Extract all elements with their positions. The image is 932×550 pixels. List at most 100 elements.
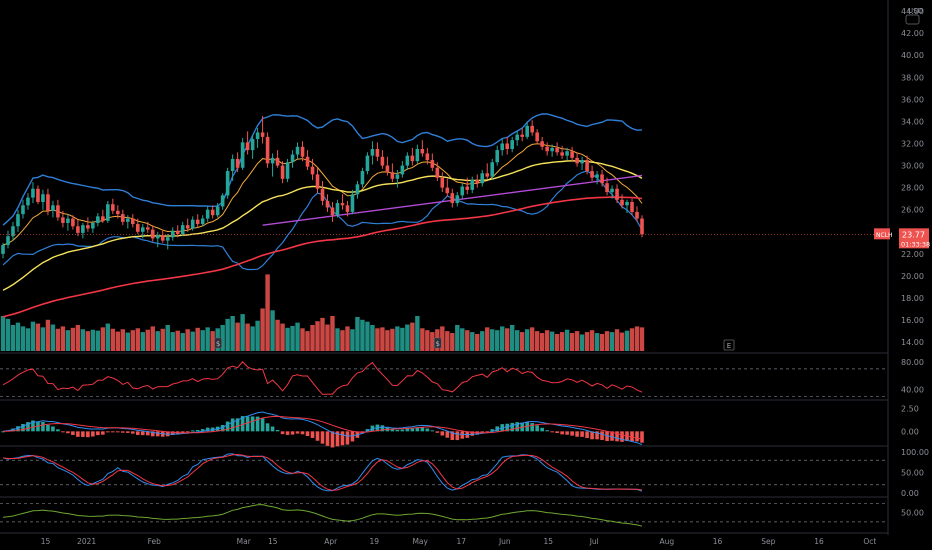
candle-body[interactable] bbox=[6, 236, 10, 246]
candle-body[interactable] bbox=[635, 211, 639, 219]
candle-body[interactable] bbox=[1, 245, 5, 254]
earnings-marker[interactable] bbox=[723, 339, 735, 351]
candle-body[interactable] bbox=[250, 139, 255, 151]
candle-body[interactable] bbox=[71, 218, 75, 227]
candle-body[interactable] bbox=[130, 218, 135, 225]
scale-settings-icon[interactable] bbox=[905, 14, 920, 25]
candle-body[interactable] bbox=[350, 194, 355, 212]
candle-body[interactable] bbox=[285, 162, 290, 179]
candle-body[interactable] bbox=[310, 166, 315, 175]
candle-body[interactable] bbox=[380, 156, 385, 166]
candle-body[interactable] bbox=[580, 160, 584, 164]
candle-body[interactable] bbox=[375, 149, 380, 157]
candle-body[interactable] bbox=[86, 225, 90, 229]
candle-body[interactable] bbox=[595, 174, 599, 178]
candle-body[interactable] bbox=[385, 165, 390, 173]
candle-body[interactable] bbox=[570, 151, 574, 158]
candle-body[interactable] bbox=[625, 201, 629, 206]
candle-body[interactable] bbox=[500, 143, 505, 151]
candle-body[interactable] bbox=[290, 154, 295, 163]
candle-body[interactable] bbox=[180, 225, 185, 234]
candle-body[interactable] bbox=[450, 193, 455, 204]
candle-body[interactable] bbox=[525, 125, 529, 137]
candle-body[interactable] bbox=[190, 219, 195, 229]
candle-body[interactable] bbox=[355, 184, 360, 195]
candle-body[interactable] bbox=[605, 183, 609, 193]
candle-body[interactable] bbox=[225, 171, 230, 196]
candle-body[interactable] bbox=[220, 195, 225, 207]
candle-body[interactable] bbox=[230, 158, 235, 172]
candle-body[interactable] bbox=[540, 141, 544, 147]
candle-body[interactable] bbox=[410, 155, 415, 162]
candle-body[interactable] bbox=[630, 201, 634, 212]
candle-body[interactable] bbox=[515, 134, 519, 141]
candle-body[interactable] bbox=[460, 186, 465, 196]
candle-body[interactable] bbox=[270, 157, 275, 164]
candle-body[interactable] bbox=[140, 227, 145, 232]
candle-body[interactable] bbox=[305, 156, 310, 167]
candle-body[interactable] bbox=[111, 204, 115, 211]
candle-body[interactable] bbox=[610, 188, 614, 193]
candle-body[interactable] bbox=[620, 199, 624, 206]
candle-body[interactable] bbox=[400, 165, 405, 175]
dividend-marker[interactable] bbox=[433, 337, 442, 349]
candle-body[interactable] bbox=[275, 157, 280, 166]
candle-body[interactable] bbox=[435, 167, 440, 178]
candle-body[interactable] bbox=[430, 160, 435, 168]
candle-body[interactable] bbox=[470, 179, 475, 190]
candle-body[interactable] bbox=[405, 155, 410, 166]
candle-body[interactable] bbox=[215, 206, 220, 216]
candle-body[interactable] bbox=[565, 151, 569, 156]
candle-body[interactable] bbox=[465, 186, 470, 190]
candle-body[interactable] bbox=[510, 140, 515, 150]
candle-body[interactable] bbox=[455, 195, 460, 204]
candle-body[interactable] bbox=[590, 171, 594, 178]
candle-body[interactable] bbox=[265, 136, 270, 164]
candle-body[interactable] bbox=[365, 155, 370, 172]
candle-body[interactable] bbox=[505, 143, 510, 150]
candle-body[interactable] bbox=[520, 134, 524, 137]
candle-body[interactable] bbox=[615, 188, 619, 200]
candle-body[interactable] bbox=[56, 205, 60, 218]
candle-body[interactable] bbox=[490, 162, 495, 177]
candle-body[interactable] bbox=[545, 146, 549, 152]
candle-body[interactable] bbox=[91, 222, 95, 229]
candle-body[interactable] bbox=[425, 153, 430, 161]
candle-body[interactable] bbox=[66, 218, 70, 223]
candle-body[interactable] bbox=[11, 226, 15, 237]
candle-body[interactable] bbox=[585, 160, 589, 172]
candle-body[interactable] bbox=[530, 125, 534, 133]
candle-body[interactable] bbox=[135, 224, 140, 232]
candle-body[interactable] bbox=[31, 188, 35, 198]
candle-body[interactable] bbox=[440, 177, 445, 188]
candle-body[interactable] bbox=[475, 179, 480, 184]
candle-body[interactable] bbox=[245, 142, 250, 151]
candle-body[interactable] bbox=[330, 207, 335, 216]
candle-body[interactable] bbox=[96, 216, 100, 223]
candle-body[interactable] bbox=[445, 187, 450, 194]
candle-body[interactable] bbox=[121, 214, 125, 222]
candle-body[interactable] bbox=[155, 235, 160, 239]
candle-body[interactable] bbox=[560, 152, 564, 156]
candle-body[interactable] bbox=[485, 173, 490, 177]
candle-body[interactable] bbox=[370, 149, 375, 156]
candle-body[interactable] bbox=[210, 209, 215, 216]
candle-body[interactable] bbox=[235, 158, 240, 168]
candle-body[interactable] bbox=[640, 218, 644, 235]
candle-body[interactable] bbox=[295, 146, 300, 155]
candle-body[interactable] bbox=[16, 214, 20, 227]
candle-body[interactable] bbox=[61, 217, 65, 223]
candle-body[interactable] bbox=[280, 165, 285, 179]
candle-body[interactable] bbox=[41, 194, 45, 202]
candle-body[interactable] bbox=[175, 230, 180, 234]
candle-body[interactable] bbox=[555, 147, 559, 153]
candle-body[interactable] bbox=[26, 197, 30, 206]
candle-body[interactable] bbox=[106, 204, 110, 221]
candle-body[interactable] bbox=[36, 188, 40, 202]
candle-body[interactable] bbox=[116, 210, 120, 215]
candle-body[interactable] bbox=[325, 200, 330, 208]
candle-body[interactable] bbox=[195, 219, 200, 225]
candle-body[interactable] bbox=[550, 147, 554, 152]
candle-body[interactable] bbox=[170, 230, 175, 238]
candle-body[interactable] bbox=[495, 150, 500, 163]
